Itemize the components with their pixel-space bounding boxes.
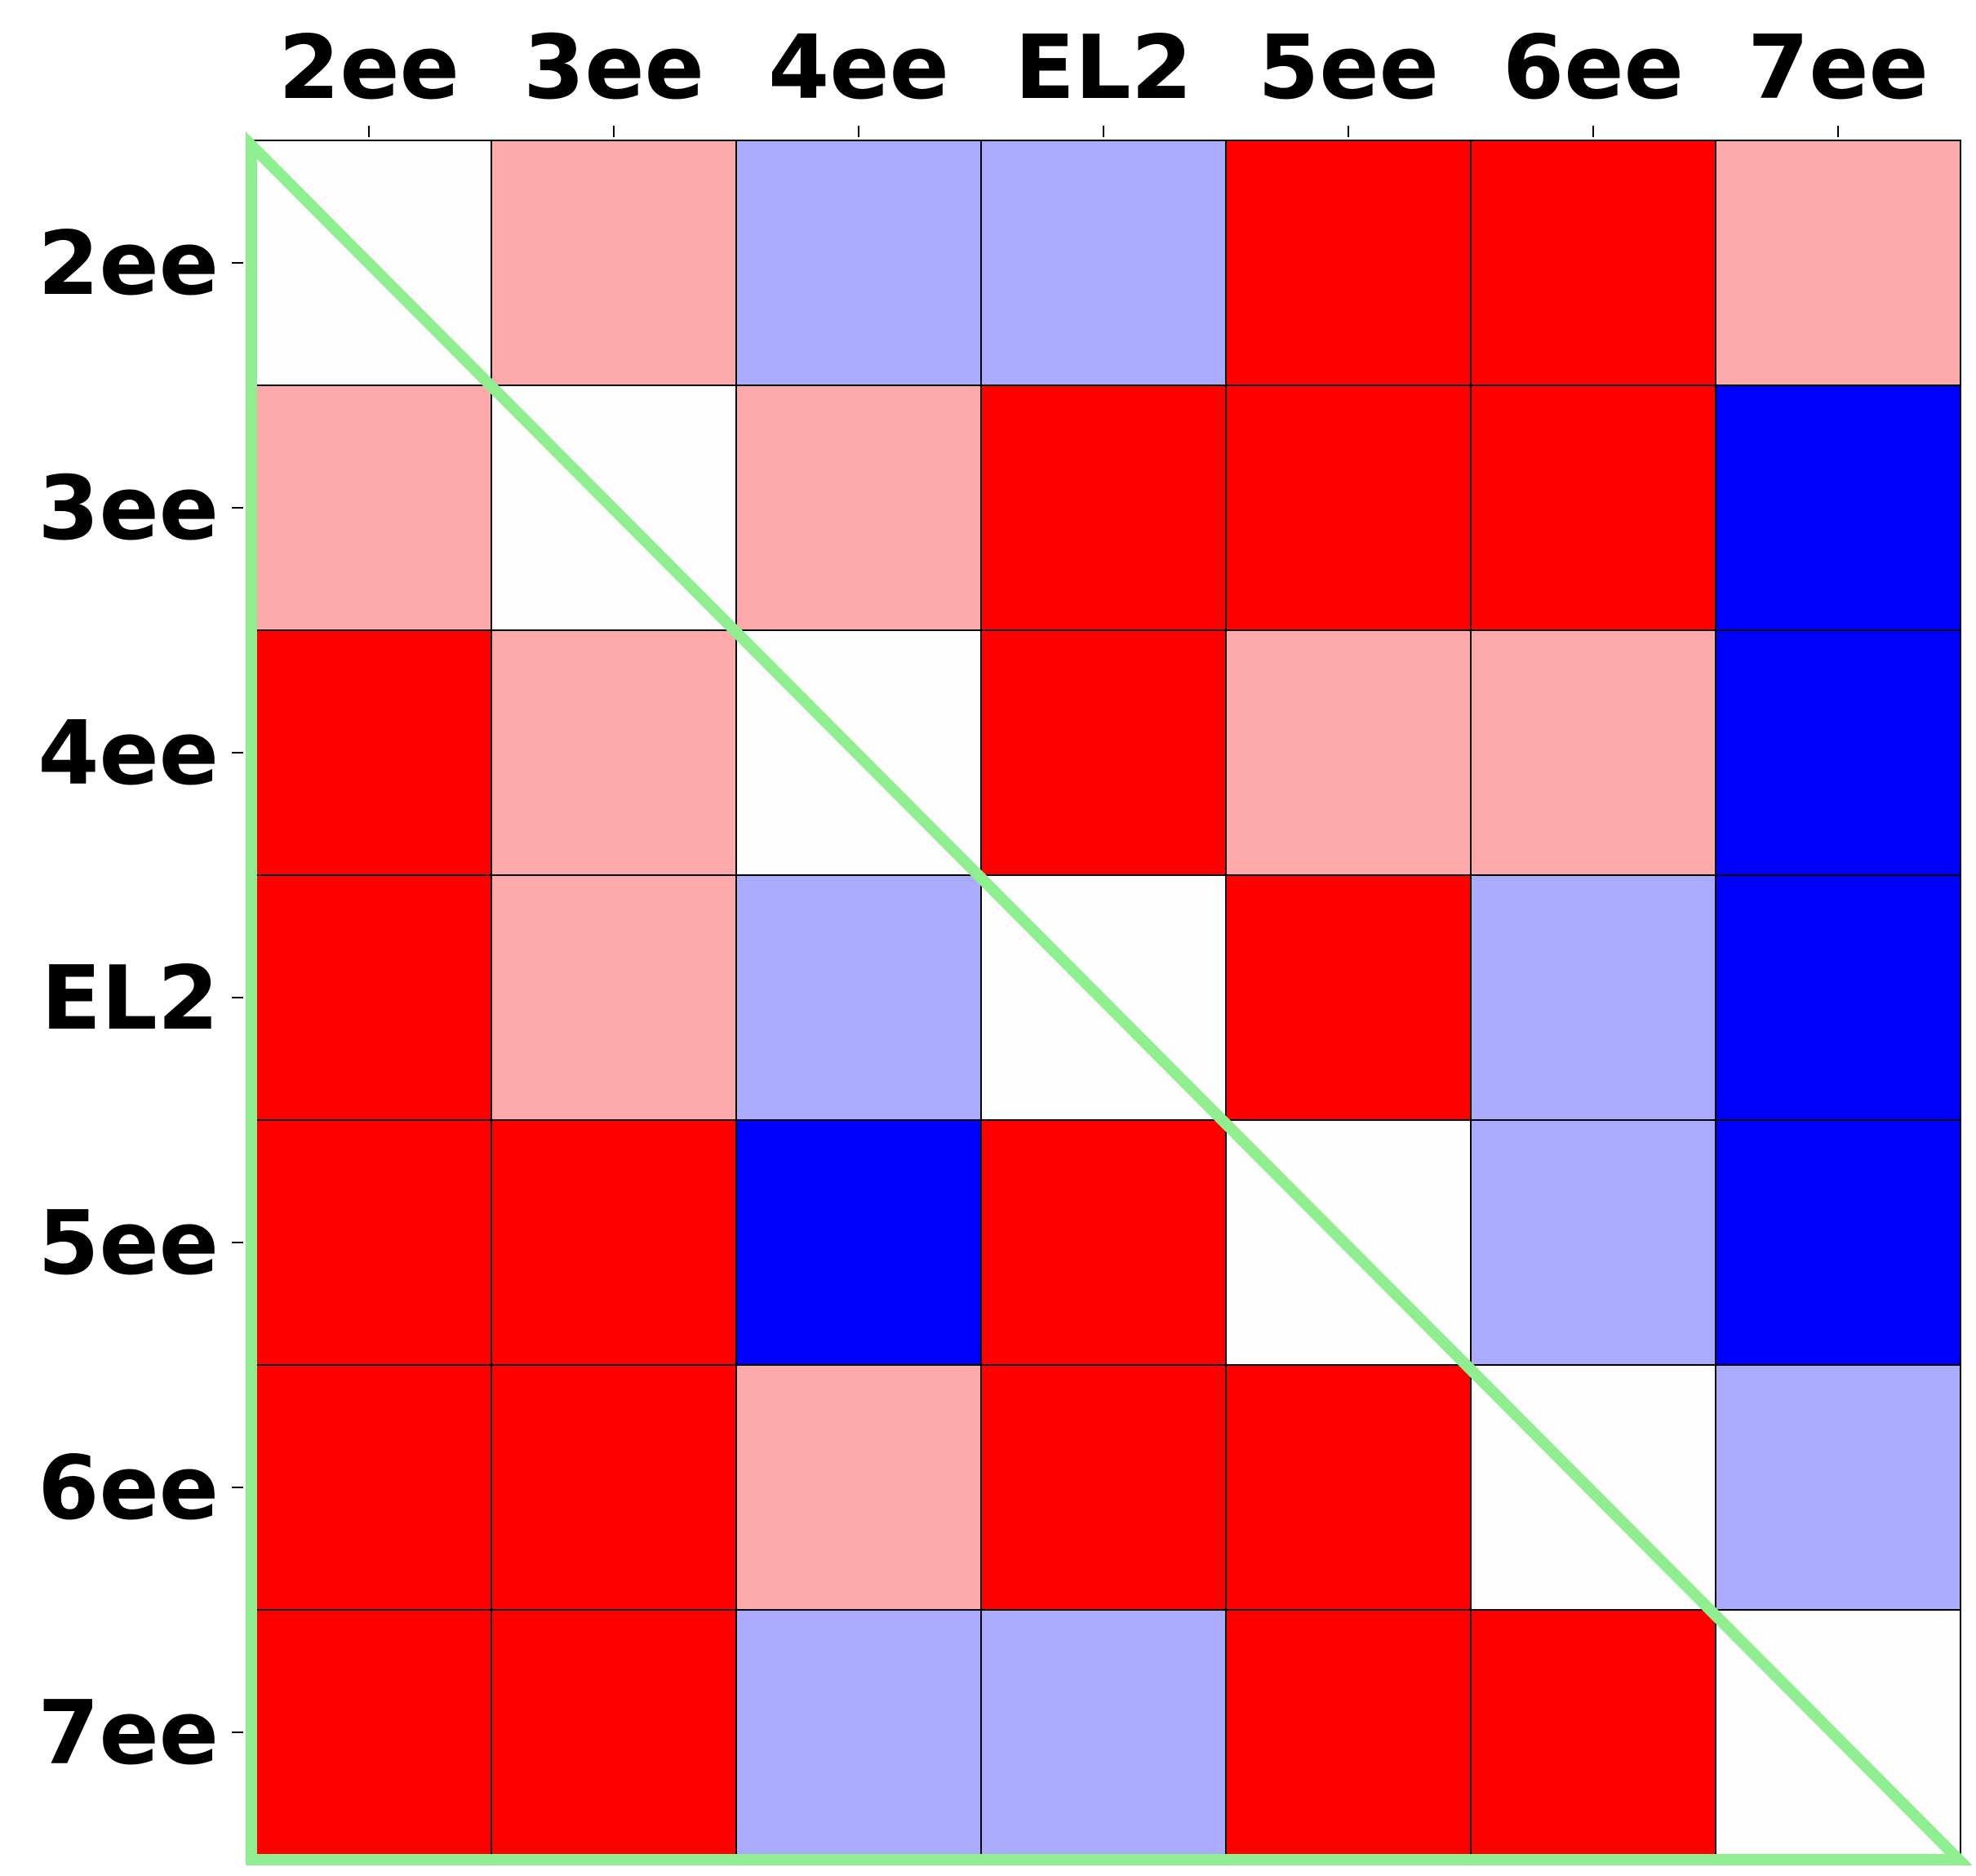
- heatmap-cell: [491, 140, 737, 386]
- axis-ticks: [232, 126, 1839, 1733]
- tick-labels: 2ee 3ee 4ee EL2 5ee 6ee 7ee 2ee 3ee 4ee EL2 5ee 6ee 7…: [38, 17, 1928, 1785]
- x-tick-label: 5ee: [1258, 17, 1439, 119]
- heatmap-cell: [980, 1119, 1227, 1366]
- heatmap-cell: [735, 385, 982, 631]
- heatmap-cell: [491, 1609, 737, 1856]
- heatmap-cell: [1470, 874, 1716, 1121]
- y-tick-label: 4ee: [38, 703, 219, 805]
- triangle-overlay: [246, 131, 1973, 1865]
- heatmap-cell: [1225, 1364, 1472, 1611]
- heatmap-cell: [735, 140, 982, 386]
- heatmap-cell: [246, 1364, 492, 1611]
- y-tick-label: 2ee: [38, 213, 219, 315]
- heatmap-cell: [1470, 385, 1716, 631]
- x-tick-label: 2ee: [278, 17, 460, 119]
- heatmap-cell: [1715, 140, 1961, 386]
- heatmap-cell: [491, 874, 737, 1121]
- heatmap-cell: [1715, 1364, 1961, 1611]
- triangle-outline: [246, 131, 1973, 1865]
- heatmap-cell: [1715, 629, 1961, 876]
- heatmap-cell: [735, 1609, 982, 1856]
- heatmap-cell: [735, 1364, 982, 1611]
- heatmap-cell: [1225, 629, 1472, 876]
- x-tick-label: 6ee: [1503, 17, 1684, 119]
- heatmap-cell: [1470, 1609, 1716, 1856]
- y-tick-label: 3ee: [38, 458, 219, 560]
- heatmap-cell: [735, 1119, 982, 1366]
- heatmap-cell: [1715, 874, 1961, 1121]
- heatmap-cell: [246, 385, 492, 631]
- heatmap-cell: [980, 629, 1227, 876]
- x-tick-label: 4ee: [768, 17, 949, 119]
- heatmap-cell: [980, 1364, 1227, 1611]
- heatmap-cell: [980, 140, 1227, 386]
- heatmap-cell: [1470, 140, 1716, 386]
- heatmap-cell: [1225, 140, 1472, 386]
- y-tick-label: EL2: [41, 948, 219, 1050]
- heatmap-cell: [491, 1364, 737, 1611]
- heatmap-cell: [491, 1119, 737, 1366]
- y-tick-label: 7ee: [38, 1683, 219, 1785]
- heatmap-cell: [246, 1609, 492, 1856]
- y-tick-label: 6ee: [38, 1438, 219, 1540]
- x-tick-label: EL2: [1015, 17, 1192, 119]
- x-tick-label: 7ee: [1747, 17, 1929, 119]
- heatmap-cell: [1715, 385, 1961, 631]
- x-tick-label: 3ee: [523, 17, 704, 119]
- heatmap-cell: [1470, 1119, 1716, 1366]
- heatmap-cell: [491, 629, 737, 876]
- heatmap-cell: [1225, 1609, 1472, 1856]
- heatmap-cell: [1225, 874, 1472, 1121]
- heatmap-cell: [980, 385, 1227, 631]
- heatmap-cell: [246, 874, 492, 1121]
- heatmap-cell: [1470, 629, 1716, 876]
- heatmap-cell: [246, 629, 492, 876]
- heatmap-cell: [246, 1119, 492, 1366]
- heatmap-cell: [1715, 1119, 1961, 1366]
- heatmap-cell: [735, 874, 982, 1121]
- y-tick-label: 5ee: [38, 1193, 219, 1295]
- heatmap-cell: [980, 1609, 1227, 1856]
- heatmap-cell: [1225, 385, 1472, 631]
